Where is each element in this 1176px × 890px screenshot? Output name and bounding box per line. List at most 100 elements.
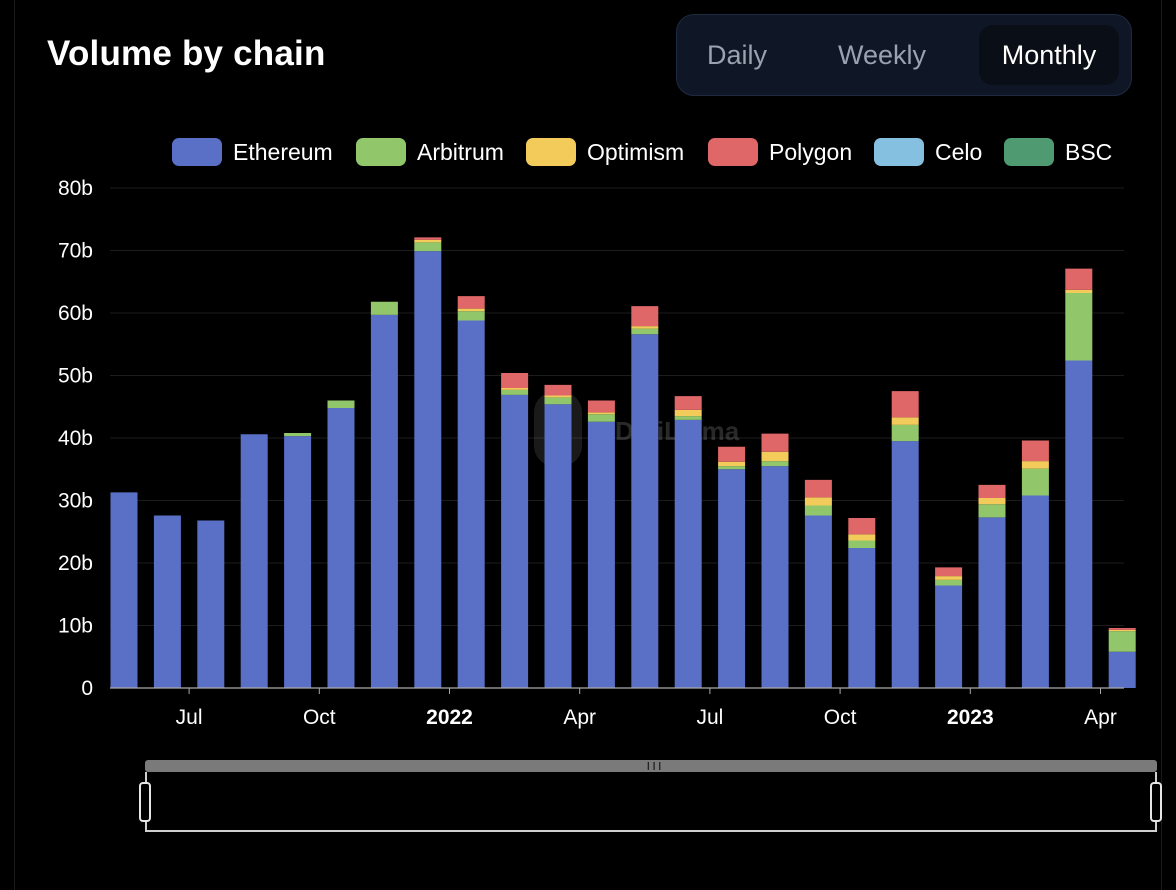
bar-segment-polygon: [631, 306, 659, 327]
bar-segment-arbitrum: [1021, 468, 1049, 496]
bar-segment-arbitrum: [718, 466, 746, 470]
bar-segment-optimism: [1065, 289, 1093, 293]
bar-segment-polygon: [761, 433, 789, 452]
y-tick-label: 40b: [58, 427, 93, 450]
bar-segment-polygon: [587, 400, 615, 413]
toggle-monthly-button[interactable]: Monthly: [979, 25, 1119, 85]
bar-segment-arbitrum: [544, 397, 572, 405]
chart-card: [14, 0, 1162, 890]
x-tick-label: Jul: [696, 706, 723, 729]
drag-handle-icon[interactable]: [139, 782, 151, 822]
x-tick-label: 2022: [426, 706, 473, 729]
bar-segment-polygon: [848, 518, 876, 535]
toggle-daily-button[interactable]: Daily: [706, 40, 767, 70]
bar-segment-arbitrum: [761, 461, 789, 467]
x-tick-label: Oct: [303, 706, 336, 729]
bar-segment-polygon: [1021, 440, 1049, 462]
bar-segment-polygon: [804, 479, 832, 498]
bar-segment-ethereum: [978, 517, 1006, 688]
bar-segment-polygon: [544, 384, 572, 396]
bar-segment-ethereum: [1065, 360, 1093, 688]
bar-segment-optimism: [848, 534, 876, 541]
bar-segment-ethereum: [284, 436, 312, 688]
bar-segment-arbitrum: [848, 540, 876, 548]
bar-segment-ethereum: [718, 469, 746, 688]
bar-segment-arbitrum: [1108, 631, 1136, 652]
bar-segment-ethereum: [544, 404, 572, 688]
bar-segment-optimism: [501, 388, 529, 390]
bar-segment-arbitrum: [891, 424, 919, 442]
bar-segment-optimism: [804, 497, 832, 506]
bar-segment-polygon: [935, 567, 963, 577]
bar-segment-optimism: [978, 498, 1006, 505]
bar-segment-optimism: [1108, 629, 1136, 632]
bar-segment-polygon: [1065, 268, 1093, 290]
bar-segment-ethereum: [761, 466, 789, 688]
legend-swatch-bsc: [1004, 138, 1054, 166]
bar-segment-optimism: [761, 451, 789, 462]
bar-segment-ethereum: [457, 320, 485, 688]
bar-segment-optimism: [414, 239, 442, 243]
legend-label: BSC: [1065, 139, 1112, 165]
legend-swatch-ethereum: [172, 138, 222, 166]
x-tick-label: 2023: [947, 706, 994, 729]
bar-segment-arbitrum: [674, 416, 702, 420]
bar-segment-ethereum: [327, 408, 355, 688]
bar-segment-polygon: [718, 446, 746, 462]
bar-segment-optimism: [674, 409, 702, 417]
bar-segment-optimism: [457, 308, 485, 312]
bar-segment-ethereum: [1108, 651, 1136, 688]
bar-segment-arbitrum: [370, 301, 398, 315]
legend-label: Celo: [935, 139, 982, 165]
x-tick-label: Oct: [824, 706, 857, 729]
legend-label: Arbitrum: [417, 139, 504, 165]
bar-segment-arbitrum: [935, 579, 963, 586]
bar-segment-ethereum: [935, 585, 963, 688]
zoom-slider-track[interactable]: [145, 760, 1157, 772]
bar-segment-polygon: [674, 396, 702, 410]
bar-segment-ethereum: [414, 251, 442, 688]
drag-handle-icon[interactable]: [1150, 782, 1162, 822]
bar-segment-ethereum: [631, 334, 659, 688]
toggle-weekly-button[interactable]: Weekly: [837, 40, 927, 70]
bar-segment-polygon: [1108, 628, 1136, 630]
legend-label: Polygon: [769, 139, 852, 165]
legend-label: Optimism: [587, 139, 684, 165]
bar-segment-arbitrum: [978, 504, 1006, 518]
bar-segment-optimism: [587, 412, 615, 415]
grip-lines-icon[interactable]: ❙❙❙: [645, 761, 663, 770]
bar-segment-ethereum: [587, 421, 615, 688]
bar-segment-ethereum: [197, 520, 225, 688]
bar-segment-ethereum: [153, 515, 181, 688]
bar-segment-polygon: [501, 373, 529, 388]
bar-segment-ethereum: [674, 419, 702, 688]
bar-segment-optimism: [718, 461, 746, 467]
zoom-slider-window[interactable]: [145, 772, 1157, 832]
x-tick-label: Apr: [1084, 706, 1117, 729]
bar-segment-polygon: [457, 296, 485, 309]
bar-segment-optimism: [935, 576, 963, 580]
bar-segment-ethereum: [891, 441, 919, 688]
y-tick-label: 30b: [58, 490, 93, 513]
bar-segment-ethereum: [1021, 495, 1049, 688]
x-tick-label: Jul: [176, 706, 203, 729]
bar-segment-ethereum: [501, 394, 529, 688]
y-tick-label: 0: [81, 677, 93, 700]
bar-segment-optimism: [544, 395, 572, 398]
bar-segment-polygon: [891, 391, 919, 418]
bar-segment-arbitrum: [587, 414, 615, 422]
bar-segment-polygon: [414, 237, 442, 240]
stacked-bar-chart: 010b20b30b40b50b60b70b80bDefiLlamaJulOct…: [58, 138, 1136, 729]
bar-segment-arbitrum: [284, 433, 312, 437]
bar-segment-arbitrum: [804, 505, 832, 516]
bar-segment-optimism: [891, 417, 919, 425]
bar-segment-ethereum: [804, 515, 832, 688]
y-tick-label: 50b: [58, 365, 93, 388]
legend-swatch-polygon: [708, 138, 758, 166]
legend-swatch-celo: [874, 138, 924, 166]
bar-segment-arbitrum: [327, 400, 355, 408]
bar-segment-ethereum: [110, 492, 138, 688]
legend-swatch-arbitrum: [356, 138, 406, 166]
bar-segment-arbitrum: [631, 328, 659, 335]
bar-segment-ethereum: [240, 434, 268, 688]
